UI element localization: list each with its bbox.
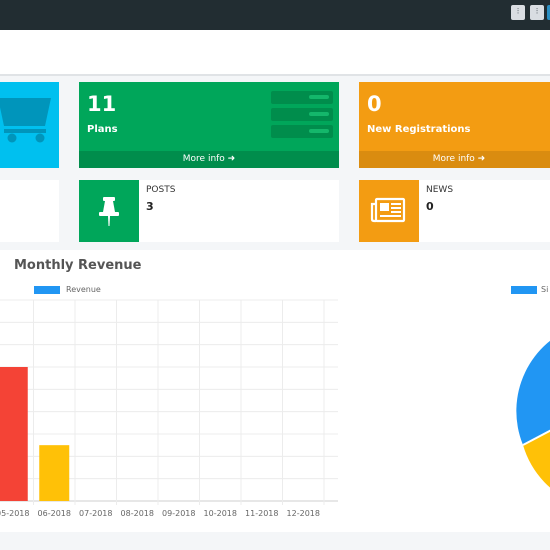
- revenue-bar: [0, 367, 28, 501]
- content-header: [0, 30, 550, 76]
- pie-slice-yellow: [523, 430, 550, 488]
- top-navbar: ⁝ ⁝: [0, 0, 550, 30]
- stat-box-orders[interactable]: [0, 82, 59, 168]
- newspaper-icon: [370, 197, 406, 223]
- info-box-news: NEWS 0: [359, 180, 550, 242]
- stat-box-plans[interactable]: 11 Plans More info ➜: [79, 82, 339, 168]
- x-tick-label: 11-2018: [245, 509, 278, 518]
- info-box-posts: POSTS 3: [79, 180, 339, 242]
- panel-bottom-strip: [0, 532, 550, 550]
- revenue-chart-title: Monthly Revenue: [14, 258, 142, 273]
- x-tick-label: 05-2018: [0, 509, 29, 518]
- x-tick-label: 12-2018: [287, 509, 320, 518]
- shopping-cart-icon: [0, 98, 51, 143]
- server-icon: [271, 91, 333, 138]
- x-tick-label: 09-2018: [162, 509, 195, 518]
- posts-title: POSTS: [146, 185, 176, 195]
- posts-count: 3: [146, 200, 154, 213]
- registrations-label: New Registrations: [367, 124, 471, 135]
- plans-count: 11: [87, 92, 117, 116]
- navbar-user-button[interactable]: [547, 5, 550, 20]
- news-icon-container: [359, 180, 419, 242]
- pie-legend-label: Si: [541, 285, 549, 294]
- revenue-legend-label: Revenue: [66, 285, 101, 294]
- registrations-more-info-link[interactable]: More info ➜: [359, 151, 550, 168]
- revenue-pie-chart: [516, 340, 550, 488]
- news-count: 0: [426, 200, 434, 213]
- x-tick-label: 10-2018: [204, 509, 237, 518]
- stat-box-registrations[interactable]: 0 New Registrations More info ➜: [359, 82, 550, 168]
- navbar-options-button[interactable]: ⁝: [530, 5, 544, 20]
- revenue-bar-chart: 05-2018 06-2018 07-2018 08-2018 09-2018 10-20…: [0, 299, 338, 518]
- posts-icon-container: [79, 180, 139, 242]
- info-box-left: [0, 180, 59, 242]
- revenue-legend-swatch: [34, 286, 60, 294]
- x-tick-label: 06-2018: [38, 509, 71, 518]
- x-tick-label: 08-2018: [121, 509, 154, 518]
- x-tick-label: 07-2018: [79, 509, 112, 518]
- registrations-count: 0: [367, 92, 382, 116]
- plans-label: Plans: [87, 124, 118, 135]
- thumbtack-icon: [99, 197, 119, 226]
- pie-slice-blue: [516, 340, 550, 445]
- navbar-menu-button[interactable]: ⁝: [511, 5, 525, 20]
- revenue-panel: [0, 250, 550, 532]
- news-title: NEWS: [426, 185, 454, 195]
- pie-legend-swatch: [511, 286, 537, 294]
- pie-slice-separator: [522, 429, 550, 446]
- plans-more-info-link[interactable]: More info ➜: [79, 151, 339, 168]
- revenue-bar: [39, 445, 70, 501]
